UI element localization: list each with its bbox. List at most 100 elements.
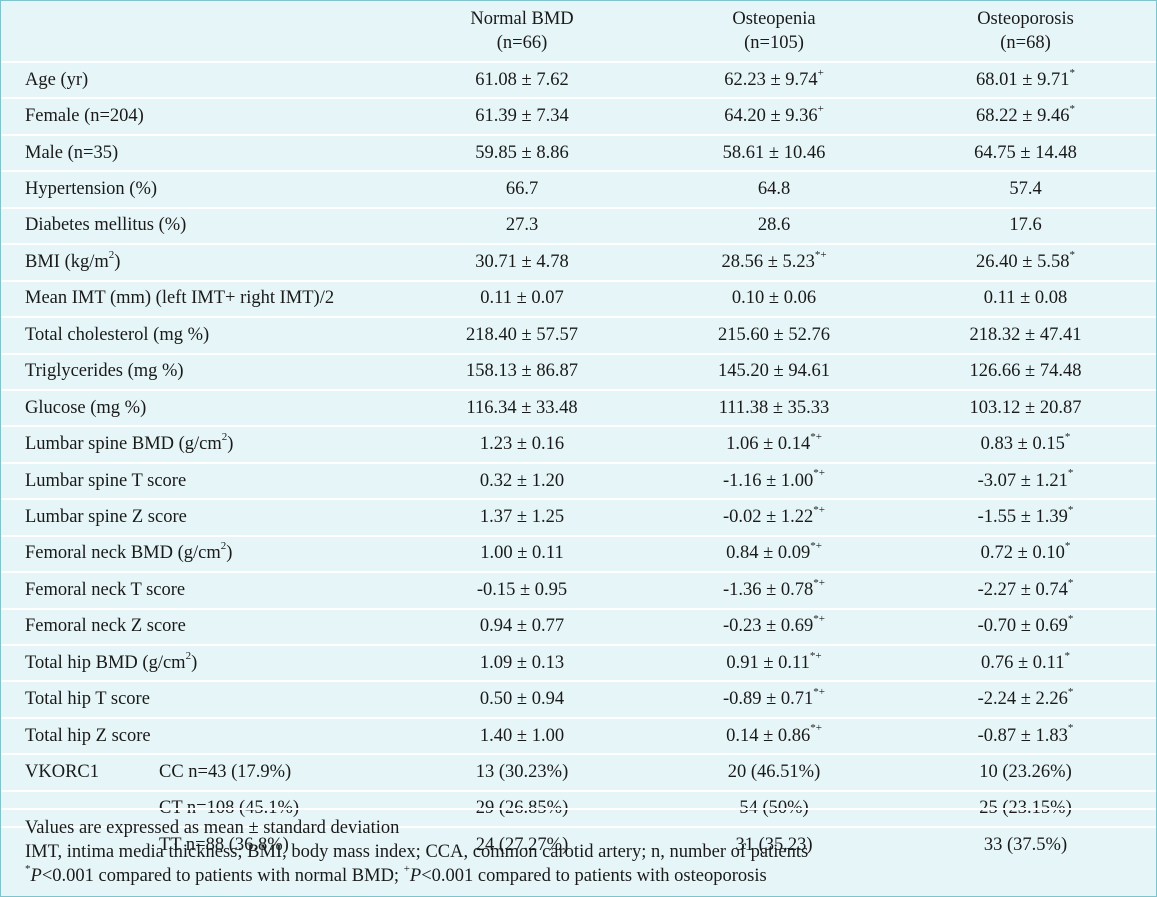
table-row: Total hip BMD (g/cm2) 1.09 ± 0.13 0.91 ± 0… — [1, 645, 1156, 683]
normal-bmd-cell-value: 0.50 ± 0.94 — [479, 689, 565, 710]
table-row: Lumbar spine T score 0.32 ± 1.20 -1.16 ± 1… — [1, 462, 1156, 501]
osteoporosis-cell-marker: * — [1067, 503, 1074, 516]
normal-bmd-cell-value: 1.23 ± 0.16 — [479, 434, 565, 455]
osteopenia-cell: 62.23 ± 9.74+ — [653, 62, 895, 100]
row-label-text: Age (yr) — [25, 69, 89, 90]
normal-bmd-cell: 61.39 ± 7.34 — [391, 98, 653, 136]
vkorc-genotype-label: CC n=43 (17.9%) — [159, 762, 292, 783]
row-label-text: Femoral neck T score — [25, 579, 186, 600]
header-normal-bmd-title: Normal BMD — [470, 9, 574, 29]
row-label-end: ) — [114, 251, 121, 272]
row-label-text: Diabetes mellitus (%) — [25, 215, 187, 236]
osteoporosis-cell-value: 103.12 ± 20.87 — [969, 397, 1082, 418]
osteopenia-cell-value: 215.60 ± 52.76 — [718, 324, 830, 345]
osteoporosis-cell-value: -2.24 ± 2.26 — [977, 689, 1068, 710]
osteopenia-cell-value: -0.23 ± 0.69 — [722, 616, 814, 637]
osteoporosis-cell-value: -2.27 ± 0.74 — [977, 579, 1068, 600]
row-label-end: ) — [226, 543, 233, 564]
osteoporosis-cell-marker: * — [1067, 467, 1074, 480]
osteopenia-cell: 0.91 ± 0.11*+ — [653, 645, 895, 683]
table-row: Diabetes mellitus (%) 27.3 28.6 17.6 — [1, 207, 1156, 246]
footnote-abbreviations: IMT, intima media thickness; BMI, body m… — [25, 842, 809, 862]
footnote-text2: <0.001 compared to patients with osteopo… — [421, 866, 767, 886]
row-label: Lumbar spine Z score — [1, 499, 391, 537]
row-label: TT n=88 (36.8%) — [1, 827, 391, 862]
header-osteoporosis-title: Osteoporosis — [977, 9, 1074, 29]
footnote-p2: P — [409, 866, 422, 886]
osteoporosis-cell-marker: * — [1067, 576, 1074, 589]
osteoporosis-cell-value: 10 (23.26%) — [979, 762, 1072, 783]
table-row: Age (yr) 61.08 ± 7.62 62.23 ± 9.74+ 68.01 ±… — [1, 62, 1156, 100]
osteopenia-cell: -0.23 ± 0.69*+ — [653, 608, 895, 647]
osteopenia-cell: -1.36 ± 0.78*+ — [653, 572, 895, 610]
osteoporosis-cell-marker: * — [1067, 613, 1074, 626]
osteoporosis-cell: -3.07 ± 1.21* — [895, 462, 1156, 501]
osteopenia-cell-value: 20 (46.51%) — [727, 762, 821, 783]
osteoporosis-cell-value: -0.70 ± 0.69 — [977, 616, 1068, 637]
osteoporosis-cell-value: 0.11 ± 0.08 — [983, 288, 1068, 309]
osteopenia-cell-value: -0.89 ± 0.71 — [722, 689, 814, 710]
row-label: BMI (kg/m2) — [1, 244, 391, 282]
osteoporosis-cell-value: 57.4 — [1009, 179, 1042, 200]
normal-bmd-cell: 0.94 ± 0.77 — [391, 608, 653, 647]
row-label: Glucose (mg %) — [1, 389, 391, 428]
normal-bmd-cell: 1.09 ± 0.13 — [391, 645, 653, 683]
table-row: Lumbar spine BMD (g/cm2) 1.23 ± 0.16 1.06 … — [1, 426, 1156, 464]
normal-bmd-cell: 0.50 ± 0.94 — [391, 681, 653, 719]
osteopenia-cell: 0.10 ± 0.06 — [653, 280, 895, 319]
row-label: Male (n=35) — [1, 134, 391, 173]
row-label-text: Femoral neck Z score — [25, 616, 186, 637]
row-label-text: Lumbar spine BMD (g/cm — [25, 434, 222, 455]
table-row: Femoral neck Z score 0.94 ± 0.77 -0.23 ± 0… — [1, 608, 1156, 647]
osteoporosis-cell-value: 126.66 ± 74.48 — [969, 361, 1082, 382]
osteopenia-cell-value: -0.02 ± 1.22 — [722, 506, 814, 527]
row-label-superscript: 2 — [185, 649, 192, 662]
table-footnotes: Values are expressed as mean ± standard … — [1, 808, 1156, 896]
table-row: Hypertension (%) 66.7 64.8 57.4 — [1, 171, 1156, 209]
normal-bmd-cell-value: -0.15 ± 0.95 — [476, 579, 568, 600]
osteoporosis-cell-value: 64.75 ± 14.48 — [974, 142, 1077, 163]
osteoporosis-cell-value: -0.87 ± 1.83 — [977, 725, 1068, 746]
osteoporosis-cell: 218.32 ± 47.41 — [895, 317, 1156, 355]
normal-bmd-cell-value: 1.37 ± 1.25 — [479, 506, 565, 527]
normal-bmd-cell: -0.15 ± 0.95 — [391, 572, 653, 610]
normal-bmd-cell: 66.7 — [391, 171, 653, 209]
header-osteoporosis-n: (n=68) — [1000, 33, 1051, 53]
osteoporosis-cell: -1.55 ± 1.39* — [895, 499, 1156, 537]
row-label: Femoral neck T score — [1, 572, 391, 610]
normal-bmd-cell-value: 24 (27.27%) — [475, 834, 569, 855]
osteoporosis-cell-marker: * — [1069, 66, 1075, 79]
osteoporosis-cell-value: 26.40 ± 5.58 — [976, 251, 1070, 272]
normal-bmd-cell-value: 61.08 ± 7.62 — [475, 69, 569, 90]
osteoporosis-cell-value: 17.6 — [1009, 215, 1042, 236]
osteopenia-cell-value: 0.14 ± 0.86 — [726, 725, 811, 746]
header-osteopenia-title: Osteopenia — [732, 9, 816, 29]
osteoporosis-cell-value: 68.01 ± 9.71 — [976, 69, 1070, 90]
osteopenia-cell-value: 145.20 ± 94.61 — [718, 361, 830, 382]
normal-bmd-cell: 24 (27.27%) — [391, 827, 653, 862]
normal-bmd-cell: 13 (30.23%) — [391, 754, 653, 792]
vkorc-label-group: TT n=88 (36.8%) — [25, 835, 391, 856]
osteopenia-cell-value: 64.20 ± 9.36 — [724, 106, 818, 127]
normal-bmd-cell: 116.34 ± 33.48 — [391, 389, 653, 428]
normal-bmd-cell-value: 218.40 ± 57.57 — [466, 324, 578, 345]
osteopenia-cell-value: 58.61 ± 10.46 — [722, 142, 826, 163]
normal-bmd-cell: 1.00 ± 0.11 — [391, 535, 653, 574]
osteopenia-cell-value: 1.06 ± 0.14 — [726, 434, 811, 455]
row-label-text: Total cholesterol (mg %) — [25, 324, 210, 345]
osteopenia-cell: 31 (35.23) — [653, 827, 895, 862]
osteoporosis-cell: 0.83 ± 0.15* — [895, 426, 1156, 464]
osteopenia-cell: 1.06 ± 0.14*+ — [653, 426, 895, 464]
osteopenia-cell-marker: *+ — [813, 686, 826, 698]
osteoporosis-cell: 57.4 — [895, 171, 1156, 209]
osteoporosis-cell: -2.24 ± 2.26* — [895, 681, 1156, 719]
osteoporosis-cell-value: 218.32 ± 47.41 — [969, 324, 1082, 345]
row-label-superscript: 2 — [220, 540, 227, 553]
osteoporosis-cell-marker: * — [1064, 430, 1071, 443]
normal-bmd-cell: 1.23 ± 0.16 — [391, 426, 653, 464]
row-label: Femoral neck BMD (g/cm2) — [1, 535, 391, 574]
osteoporosis-cell: -2.27 ± 0.74* — [895, 572, 1156, 610]
osteoporosis-cell-marker: * — [1067, 722, 1074, 735]
osteoporosis-cell-marker: * — [1064, 540, 1071, 553]
row-label: Femoral neck Z score — [1, 608, 391, 647]
